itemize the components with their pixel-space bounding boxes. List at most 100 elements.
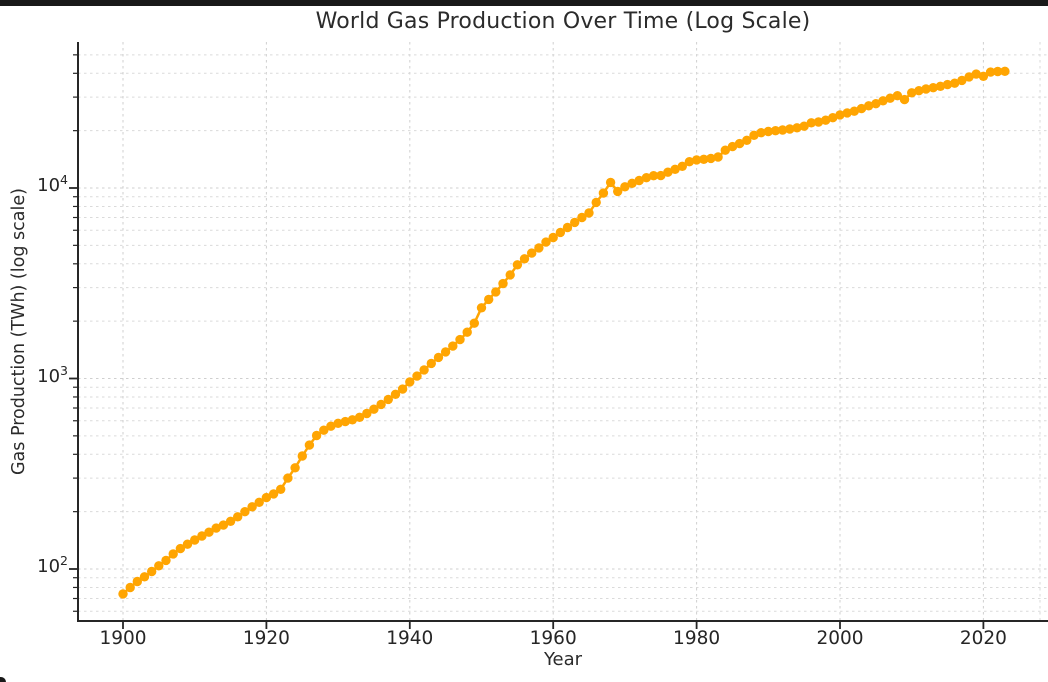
data-point: [885, 93, 895, 103]
data-point: [928, 83, 938, 93]
data-point: [777, 125, 788, 135]
data-point: [225, 516, 236, 526]
data-point: [577, 212, 587, 223]
data-point: [362, 408, 372, 419]
data-point: [154, 561, 164, 571]
corner-mark: [0, 677, 6, 682]
data-point: [182, 539, 193, 549]
data-point: [964, 72, 974, 82]
data-point: [304, 440, 315, 450]
data-point: [505, 270, 515, 280]
y-tick-label: 103: [37, 362, 68, 387]
x-tick-label: 2020: [959, 628, 1007, 649]
data-point: [957, 75, 967, 86]
data-point: [892, 91, 903, 101]
data-point: [742, 135, 752, 145]
data-point: [871, 99, 881, 109]
y-tick-label: 104: [37, 172, 68, 196]
data-point: [691, 155, 702, 165]
data-point: [914, 86, 924, 96]
data-point: [713, 152, 723, 162]
data-point: [139, 572, 150, 582]
data-point: [491, 287, 501, 297]
data-point: [240, 507, 250, 517]
x-tick-label: 1980: [673, 628, 721, 649]
x-tick-label: 2000: [816, 628, 864, 649]
data-point: [426, 358, 436, 369]
data-point: [677, 161, 687, 171]
data-point: [484, 294, 494, 305]
data-point: [806, 118, 816, 128]
data-point: [469, 318, 479, 328]
data-point: [261, 492, 272, 503]
data-point: [376, 399, 386, 410]
data-point: [828, 113, 838, 123]
data-point: [627, 178, 637, 188]
data-point: [734, 138, 745, 149]
data-point: [605, 177, 616, 188]
top-bar: [0, 0, 1048, 6]
data-point: [799, 121, 809, 131]
data-point: [462, 327, 472, 337]
data-point: [390, 389, 401, 399]
data-point: [147, 566, 157, 577]
data-point: [440, 347, 451, 357]
data-point: [727, 141, 738, 152]
data-point: [978, 71, 989, 82]
data-point: [347, 415, 358, 425]
data-point: [448, 341, 458, 351]
data-point: [907, 88, 917, 98]
data-point: [821, 115, 831, 125]
data-point: [1000, 66, 1010, 77]
data-point: [663, 167, 673, 177]
x-tick-label: 1940: [386, 628, 434, 649]
data-point: [670, 164, 680, 174]
data-point: [433, 352, 444, 363]
data-point: [319, 425, 329, 435]
data-point: [132, 576, 142, 587]
data-point: [706, 153, 716, 164]
data-point: [641, 173, 652, 183]
data-point: [935, 81, 946, 92]
data-point: [584, 208, 594, 218]
data-point: [519, 254, 530, 264]
data-point: [570, 217, 580, 228]
data-point: [340, 416, 350, 427]
data-point: [218, 520, 229, 530]
data-point: [247, 502, 257, 512]
data-point: [770, 126, 781, 136]
data-point: [835, 110, 845, 120]
data-point: [333, 418, 343, 428]
data-point: [921, 84, 931, 94]
data-point: [856, 103, 867, 114]
data-point: [175, 543, 186, 554]
data-point: [405, 377, 415, 387]
x-tick-label: 1920: [242, 628, 290, 649]
data-point: [648, 171, 659, 181]
data-point: [534, 243, 544, 253]
data-point: [598, 188, 609, 198]
data-point: [785, 124, 795, 134]
chart-title: World Gas Production Over Time (Log Scal…: [315, 9, 811, 34]
data-point: [455, 334, 465, 345]
data-point: [541, 237, 551, 247]
data-point: [476, 303, 487, 313]
data-point: [412, 371, 422, 381]
data-point: [118, 589, 128, 599]
data-point: [527, 248, 537, 258]
data-point: [634, 175, 644, 186]
data-point: [254, 497, 264, 507]
data-point: [555, 227, 566, 238]
data-point: [562, 222, 573, 233]
data-point: [878, 96, 888, 106]
data-point: [276, 484, 286, 494]
data-point: [950, 78, 960, 88]
data-point: [197, 531, 207, 541]
data-point: [763, 126, 773, 137]
data-point: [311, 430, 322, 441]
data-point: [369, 404, 379, 414]
data-point: [899, 94, 910, 105]
data-point: [383, 394, 393, 405]
data-point: [993, 66, 1003, 77]
data-point: [268, 489, 279, 499]
